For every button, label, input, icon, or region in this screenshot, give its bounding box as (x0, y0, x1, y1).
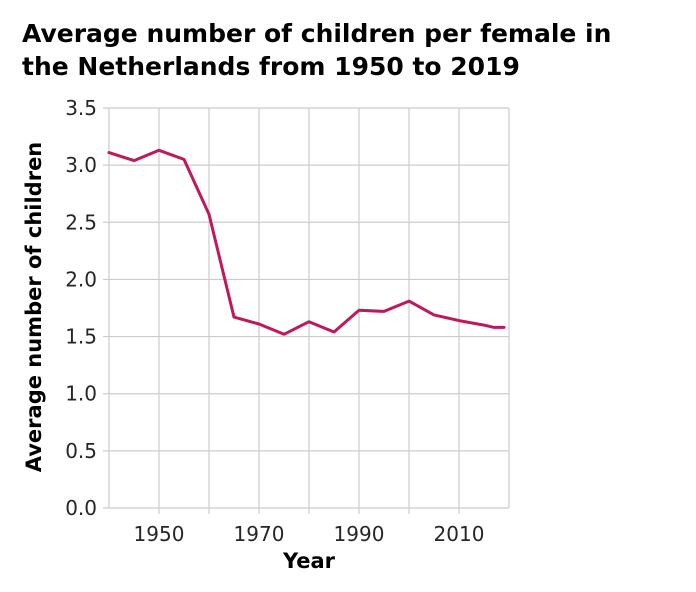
y-tick-label: 2.5 (65, 210, 97, 234)
y-tick-label: 2.0 (65, 267, 97, 291)
y-tick-label: 0.5 (65, 439, 97, 463)
x-tick-label: 1990 (334, 522, 385, 546)
series-lines (107, 148, 506, 336)
chart-title-line-2: the Netherlands from 1950 to 2019 (22, 52, 520, 81)
y-tick-label: 1.5 (65, 325, 97, 349)
x-axis-ticks: 1950 1970 1990 2010 (134, 522, 485, 546)
y-tick-label: 3.5 (65, 96, 97, 120)
y-axis-ticks: 0.0 0.5 1.0 1.5 2.0 2.5 3.0 3.5 (65, 96, 97, 520)
x-axis-label: Year (282, 549, 336, 573)
x-tick-label: 1970 (234, 522, 285, 546)
y-tick-label: 0.0 (65, 496, 97, 520)
series-line (107, 148, 506, 336)
y-axis-label: Average number of children (22, 142, 46, 473)
gridlines (103, 107, 510, 514)
y-tick-label: 1.0 (65, 382, 97, 406)
y-tick-label: 3.0 (65, 153, 97, 177)
chart-title-line-1: Average number of children per female in (22, 19, 611, 48)
x-tick-label: 2010 (434, 522, 485, 546)
x-tick-label: 1950 (134, 522, 185, 546)
